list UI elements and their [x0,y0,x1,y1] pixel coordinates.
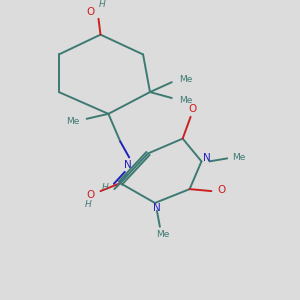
Text: H: H [99,0,106,9]
Text: N: N [124,160,132,170]
Text: H: H [102,183,109,192]
Text: Me: Me [179,75,192,84]
Text: Me: Me [232,153,246,162]
Text: O: O [188,104,197,114]
Text: O: O [217,185,225,195]
Text: Me: Me [66,117,80,126]
Text: H: H [85,200,92,209]
Text: O: O [86,190,95,200]
Text: N: N [202,153,210,164]
Text: O: O [86,7,95,17]
Text: Me: Me [179,97,192,106]
Text: N: N [153,203,161,213]
Text: Me: Me [156,230,170,239]
